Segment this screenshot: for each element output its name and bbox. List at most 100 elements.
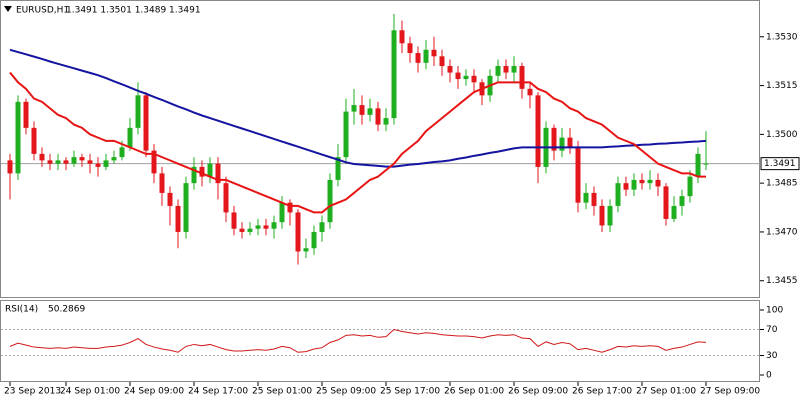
candle-body <box>383 118 389 125</box>
main-panel <box>0 0 760 298</box>
candle-body <box>215 163 221 184</box>
candle-body <box>559 137 565 151</box>
candle-body <box>319 222 325 232</box>
candle-body <box>535 95 541 167</box>
candle-body <box>15 101 21 174</box>
candle-body <box>127 127 133 148</box>
candle-body <box>527 88 533 96</box>
candle-body <box>335 157 341 180</box>
y-tick-label: 0 <box>766 371 772 381</box>
candle-body <box>391 30 397 119</box>
candle-body <box>439 56 445 67</box>
candle-body <box>695 153 701 177</box>
last-price-box <box>760 157 800 171</box>
y-tick-label: 1.3530 <box>766 32 798 42</box>
candle-body <box>71 157 77 164</box>
candle-body <box>63 160 69 164</box>
y-tick-label: 1.3515 <box>766 81 798 91</box>
candle-body <box>551 127 557 151</box>
candle-body <box>279 202 285 223</box>
x-tick-label: 26 Sep 01:00 <box>444 387 504 397</box>
candle-body <box>359 105 365 115</box>
candle-body <box>399 30 405 44</box>
candle-body <box>87 160 93 164</box>
candle-body <box>607 205 613 226</box>
candle-body <box>575 147 581 203</box>
symbol: EURUSD,H1 <box>16 6 69 16</box>
y-tick-label: 100 <box>766 306 783 316</box>
rsi-value: 50.2869 <box>48 305 85 315</box>
candle-body <box>47 160 53 164</box>
candle-body <box>647 179 653 184</box>
candle-body <box>239 228 245 232</box>
candle-body <box>615 183 621 206</box>
candle-body <box>511 66 517 73</box>
candle-body <box>55 160 61 164</box>
candle-body <box>231 212 237 229</box>
candle-body <box>23 101 29 128</box>
last-price-label: 1.3491 <box>764 159 796 169</box>
candle-body <box>415 53 421 63</box>
candle-body <box>351 105 357 112</box>
candle-body <box>327 179 333 223</box>
candle-body <box>135 95 141 128</box>
ohlc: 1.3491 1.3501 1.3489 1.3491 <box>66 6 201 16</box>
candle-body <box>687 176 693 197</box>
candle-body <box>159 173 165 193</box>
candle-body <box>375 108 381 125</box>
candle-body <box>407 43 413 54</box>
x-tick-label: 25 Sep 09:00 <box>316 387 376 397</box>
menu-arrow <box>4 6 12 12</box>
x-tick-label: 26 Sep 17:00 <box>572 387 632 397</box>
candle-body <box>639 179 645 184</box>
candle-body <box>311 231 317 249</box>
candle-body <box>455 72 461 80</box>
candle-body <box>471 75 477 83</box>
rsi-title: RSI(14) <box>5 305 38 315</box>
rsi-line <box>9 328 707 353</box>
candle-body <box>423 49 429 63</box>
candle-body <box>143 95 149 151</box>
candle-body <box>431 49 437 57</box>
y-tick-label: 1.3455 <box>766 276 798 286</box>
candle-body <box>103 160 109 167</box>
candle-body <box>151 150 157 174</box>
candle-body <box>111 157 117 161</box>
y-tick-label: 70 <box>766 325 778 335</box>
candle-body <box>671 205 677 219</box>
candle-body <box>271 222 277 229</box>
candle-body <box>519 66 525 89</box>
candle-body <box>463 75 469 80</box>
x-tick-label: 25 Sep 01:00 <box>252 387 312 397</box>
candle-body <box>567 137 573 148</box>
candle-body <box>623 183 629 190</box>
candle-body <box>247 228 253 232</box>
candle-body <box>79 157 85 161</box>
candle-body <box>343 111 349 158</box>
candle-body <box>663 186 669 219</box>
candle-body <box>207 163 213 177</box>
y-tick-label: 1.3485 <box>766 179 798 189</box>
x-tick-label: 27 Sep 01:00 <box>636 387 696 397</box>
x-tick-label: 25 Sep 17:00 <box>380 387 440 397</box>
x-tick-label: 24 Sep 09:00 <box>124 387 184 397</box>
candle-body <box>167 192 173 206</box>
candle-body <box>447 66 453 73</box>
candle-body <box>199 166 205 177</box>
candle-body <box>31 127 37 154</box>
candle-body <box>583 192 589 203</box>
candle-body <box>495 66 501 76</box>
candle-body <box>255 225 261 229</box>
x-tick-label: 23 Sep 2013 <box>4 387 61 397</box>
candle-body <box>39 153 45 161</box>
x-tick-label: 27 Sep 09:00 <box>700 387 760 397</box>
candle-body <box>503 66 509 73</box>
candle-body <box>591 192 597 206</box>
y-tick-label: 30 <box>766 351 778 361</box>
moving-average <box>9 48 707 168</box>
candle-body <box>263 225 269 229</box>
x-tick-label: 24 Sep 01:00 <box>60 387 120 397</box>
candle-body <box>303 248 309 252</box>
